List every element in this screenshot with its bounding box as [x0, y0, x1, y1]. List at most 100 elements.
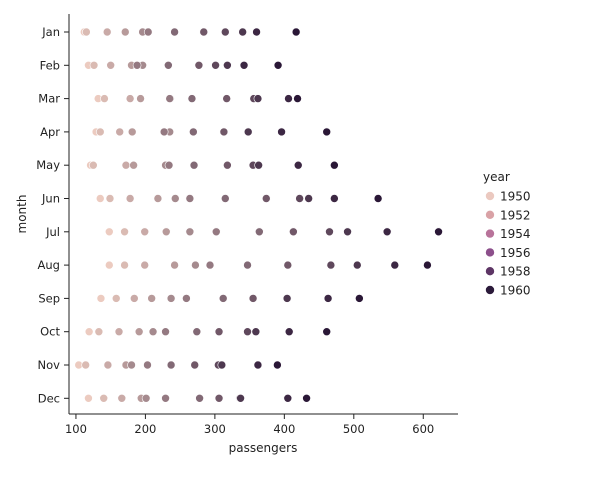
point-nov-1956 [190, 360, 200, 370]
point-dec-1954 [161, 393, 170, 403]
point-aug-1960 [423, 260, 432, 270]
x-tick-label-300: 300 [204, 422, 226, 436]
point-nov-1959 [253, 360, 263, 370]
point-jan-1958 [238, 27, 247, 37]
point-jul-1960 [434, 227, 443, 237]
point-mar-1955 [187, 94, 197, 103]
point-apr-1955 [189, 127, 198, 137]
point-jan-1960 [291, 27, 301, 37]
point-feb-1960 [273, 61, 283, 70]
y-tick-label-may: May [36, 158, 60, 172]
point-sep-1960 [355, 294, 364, 303]
point-aug-1954 [205, 260, 215, 270]
point-jul-1950 [120, 227, 129, 237]
point-jun-1959 [330, 194, 339, 203]
point-jan-1950 [82, 27, 91, 37]
y-tick-label-apr: Apr [40, 125, 60, 139]
point-jul-1951 [140, 227, 150, 237]
point-jun-1956 [261, 194, 271, 203]
y-tick-label-sep: Sep [38, 291, 60, 305]
legend-label-1952: 1952 [500, 208, 531, 222]
point-aug-1956 [283, 260, 293, 270]
point-dec-1953 [141, 393, 151, 403]
y-tick-label-feb: Feb [40, 58, 60, 72]
point-oct-1957 [243, 327, 252, 337]
point-may-1952 [129, 160, 138, 170]
point-jun-1957 [295, 194, 304, 203]
point-apr-1950 [95, 127, 105, 137]
point-oct-1958 [251, 327, 261, 337]
point-jul-1959 [382, 227, 392, 237]
point-may-1950 [89, 160, 98, 170]
point-aug-1958 [352, 260, 362, 270]
point-aug-1949 [104, 260, 114, 270]
point-feb-1957 [211, 61, 220, 70]
point-oct-1959 [284, 327, 294, 337]
point-sep-1955 [218, 294, 228, 303]
point-apr-1952 [127, 127, 137, 137]
legend-marker-1958 [485, 266, 495, 277]
point-nov-1950 [81, 360, 90, 370]
y-tick-label-nov: Nov [38, 358, 61, 372]
point-jul-1953 [185, 227, 195, 237]
point-dec-1959 [283, 393, 293, 403]
legend-marker-1950 [485, 191, 495, 201]
point-oct-1953 [148, 327, 158, 337]
point-feb-1954 [132, 61, 142, 70]
point-jun-1954 [185, 194, 195, 203]
y-tick-label-aug: Aug [38, 258, 60, 272]
plot-area: Jan Feb Mar Apr May Jun Jul Aug Sep Oct Nov Dec 100… [36, 14, 458, 436]
point-jun-1960 [373, 194, 383, 203]
point-mar-1960 [293, 94, 302, 103]
point-aug-1950 [120, 260, 129, 270]
legend-label-1954: 1954 [500, 227, 531, 241]
point-sep-1956 [248, 294, 258, 303]
legend-marker-1954 [485, 228, 495, 239]
point-sep-1949 [96, 294, 106, 303]
point-sep-1952 [147, 294, 156, 303]
point-dec-1951 [117, 393, 127, 403]
point-may-1959 [293, 160, 303, 170]
point-may-1955 [189, 160, 199, 170]
point-apr-1954 [159, 127, 169, 137]
point-dec-1958 [236, 393, 245, 403]
x-tick-label-200: 200 [134, 422, 156, 436]
x-tick-label-500: 500 [343, 422, 365, 436]
point-apr-1960 [322, 127, 332, 137]
point-may-1956 [223, 160, 232, 170]
legend-title: year [483, 170, 510, 184]
point-jan-1956 [199, 27, 209, 37]
point-jan-1957 [220, 27, 230, 37]
y-tick-label-oct: Oct [40, 325, 60, 339]
point-oct-1956 [214, 327, 224, 337]
point-nov-1955 [166, 360, 176, 370]
point-sep-1959 [323, 294, 333, 303]
point-apr-1951 [115, 127, 125, 137]
point-feb-1955 [164, 61, 173, 70]
point-mar-1958 [253, 94, 263, 103]
legend-marker-1952 [485, 210, 495, 220]
point-oct-1960 [322, 327, 332, 337]
point-jan-1959 [252, 27, 261, 37]
x-tick-label-400: 400 [273, 422, 295, 436]
point-nov-1958 [217, 360, 227, 370]
point-mar-1956 [222, 94, 231, 103]
point-feb-1956 [194, 61, 204, 70]
point-sep-1954 [182, 294, 191, 303]
point-sep-1951 [129, 294, 139, 303]
point-oct-1950 [94, 327, 104, 337]
point-jul-1957 [325, 227, 334, 237]
point-oct-1949 [84, 327, 94, 337]
point-aug-1951 [140, 260, 150, 270]
x-axis-label: passengers [229, 441, 298, 455]
legend-marker-1960 [485, 285, 495, 295]
point-dec-1949 [84, 393, 93, 403]
point-jul-1956 [289, 227, 298, 237]
point-dec-1950 [99, 393, 109, 403]
point-sep-1958 [282, 294, 292, 303]
point-jun-1949 [95, 194, 105, 203]
point-oct-1952 [134, 327, 144, 337]
y-tick-label-jun: Jun [41, 192, 60, 206]
point-mar-1954 [165, 94, 175, 103]
